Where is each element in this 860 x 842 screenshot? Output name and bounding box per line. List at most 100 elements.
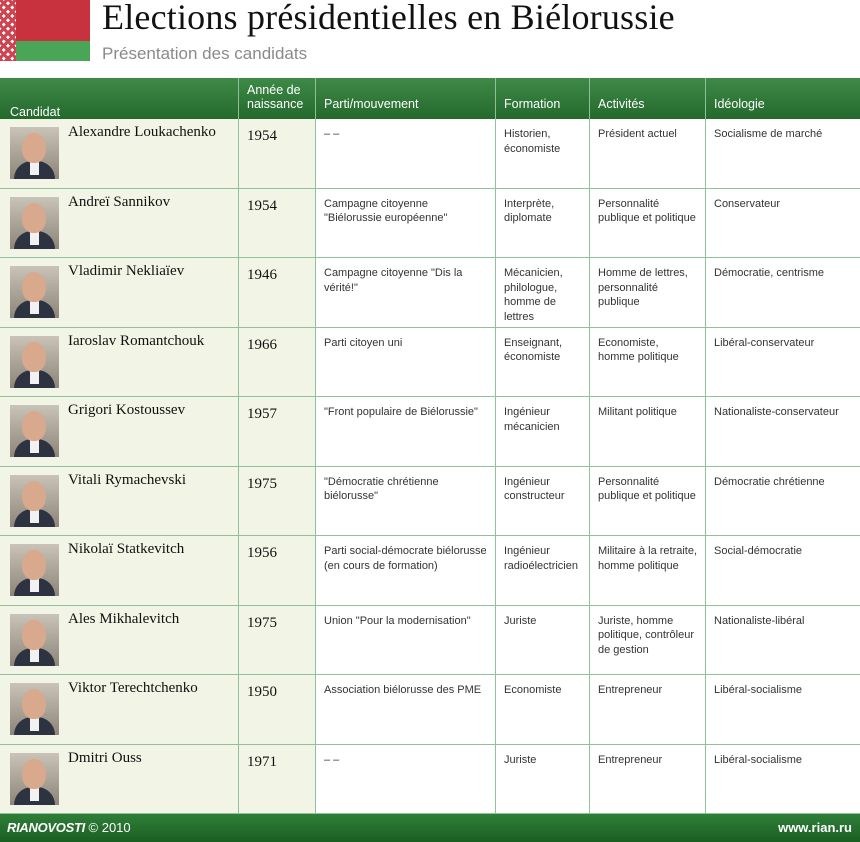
ideology-cell: Nationaliste-conservateur	[705, 397, 860, 466]
candidate-cell: Alexandre Loukachenko	[0, 119, 238, 188]
birth-year: 1954	[247, 128, 277, 144]
table-row: Iaroslav Romantchouk 1966 Parti citoyen un…	[0, 327, 860, 397]
ideology-cell: Libéral-socialisme	[705, 744, 860, 813]
candidate-cell: Nikolaï Statkevitch	[0, 536, 238, 605]
formation-cell: Ingénieur mécanicien	[495, 397, 589, 466]
birth-year-cell: 1966	[238, 327, 315, 396]
candidate-name: Grigori Kostoussev	[68, 402, 186, 418]
site-url: www.rian.ru	[778, 820, 852, 835]
candidate-cell: Iaroslav Romantchouk	[0, 327, 238, 396]
table-row: Grigori Kostoussev 1957 "Front populaire d…	[0, 397, 860, 467]
formation-cell: Historien, économiste	[495, 119, 589, 188]
party-cell: Association biélorusse des PME	[315, 675, 495, 744]
candidate-photo	[10, 335, 59, 388]
footer-brand: RIANOVOSTI © 2010	[7, 820, 131, 835]
candidate-cell: Viktor Terechtchenko	[0, 675, 238, 744]
ideology-cell: Libéral-conservateur	[705, 327, 860, 396]
ideology-cell: Social-démocratie	[705, 536, 860, 605]
candidate-cell: Grigori Kostoussev	[0, 397, 238, 466]
birth-year-cell: 1946	[238, 258, 315, 327]
birth-year: 1950	[247, 684, 277, 700]
belarus-flag-image	[0, 0, 90, 61]
activity-cell: Président actuel	[589, 119, 705, 188]
flag-ornament	[0, 0, 16, 61]
candidate-name: Dmitri Ouss	[68, 749, 142, 766]
candidate-cell: Dmitri Ouss	[0, 744, 238, 813]
candidate-name: Ales Mikhalevitch	[68, 610, 180, 627]
formation-cell: Economiste	[495, 675, 589, 744]
candidate-cell: Andreï Sannikov	[0, 188, 238, 257]
table-body: Alexandre Loukachenko 1954 – – Historien, é…	[0, 119, 860, 814]
birth-year: 1975	[247, 614, 277, 631]
birth-year: 1975	[247, 475, 277, 492]
birth-year-cell: 1954	[238, 119, 315, 188]
activity-cell: Economiste, homme politique	[589, 327, 705, 396]
formation-cell: Ingénieur constructeur	[495, 466, 589, 535]
birth-year: 1956	[247, 545, 277, 561]
candidate-photo	[10, 613, 59, 666]
table-header-row: Candidat Année de naissance Parti/mouvem…	[0, 78, 860, 119]
table-row: Nikolaï Statkevitch 1956 Parti social-démo…	[0, 536, 860, 606]
candidate-photo	[10, 683, 59, 735]
activity-cell: Personnalité publique et politique	[589, 188, 705, 257]
activity-cell: Homme de lettres, personnalité publique	[589, 258, 705, 327]
table-row: Alexandre Loukachenko 1954 – – Historien, é…	[0, 119, 860, 189]
party-cell: Parti citoyen uni	[315, 327, 495, 396]
candidate-name: Andreï Sannikov	[68, 193, 171, 210]
candidate-name: Iaroslav Romantchouk	[68, 332, 205, 349]
page-title: Elections présidentielles en Biélorussie	[102, 0, 675, 37]
ideology-cell: Démocratie chrétienne	[705, 466, 860, 535]
birth-year: 1954	[247, 197, 277, 214]
birth-year-cell: 1950	[238, 675, 315, 744]
formation-cell: Enseignant, économiste	[495, 327, 589, 396]
candidates-table: Candidat Année de naissance Parti/mouvem…	[0, 78, 860, 814]
formation-cell: Mécanicien, philologue, homme de lettres	[495, 258, 589, 327]
candidate-photo	[10, 474, 59, 527]
formation-cell: Interprète, diplomate	[495, 188, 589, 257]
party-cell: Campagne citoyenne "Biélorussie européen…	[315, 188, 495, 257]
candidate-photo	[10, 405, 59, 457]
candidate-cell: Ales Mikhalevitch	[0, 605, 238, 674]
column-header-activities: Activités	[589, 78, 705, 119]
party-cell: Campagne citoyenne "Dis la vérité!"	[315, 258, 495, 327]
ideology-cell: Démocratie, centrisme	[705, 258, 860, 327]
candidate-name: Nikolaï Statkevitch	[68, 541, 185, 557]
table-row: Vladimir Nekliaïev 1946 Campagne citoyenne…	[0, 258, 860, 328]
candidate-photo	[10, 127, 59, 179]
candidate-name: Viktor Terechtchenko	[68, 680, 198, 696]
candidate-cell: Vitali Rymachevski	[0, 466, 238, 535]
ideology-cell: Socialisme de marché	[705, 119, 860, 188]
party-cell: – –	[315, 119, 495, 188]
formation-cell: Juriste	[495, 605, 589, 674]
column-header-formation: Formation	[495, 78, 589, 119]
copyright-text: © 2010	[88, 820, 131, 835]
table-row: Viktor Terechtchenko 1950 Association biél…	[0, 675, 860, 745]
ideology-cell: Nationaliste-libéral	[705, 605, 860, 674]
birth-year: 1946	[247, 267, 277, 283]
activity-cell: Militaire à la retraite, homme politique	[589, 536, 705, 605]
column-header-candidate: Candidat	[10, 105, 61, 119]
activity-cell: Militant politique	[589, 397, 705, 466]
candidate-photo	[10, 266, 59, 318]
party-cell: Parti social-démocrate biélorusse (en co…	[315, 536, 495, 605]
formation-cell: Juriste	[495, 744, 589, 813]
birth-year-cell: 1956	[238, 536, 315, 605]
birth-year: 1971	[247, 753, 277, 770]
activity-cell: Entrepreneur	[589, 744, 705, 813]
ideology-cell: Conservateur	[705, 188, 860, 257]
candidate-name: Alexandre Loukachenko	[68, 124, 216, 140]
page-subtitle: Présentation des candidats	[102, 44, 308, 63]
candidate-photo	[10, 196, 59, 249]
ria-novosti-logo: RIANOVOSTI	[7, 820, 85, 835]
activity-cell: Juriste, homme politique, contrôleur de …	[589, 605, 705, 674]
candidate-cell: Vladimir Nekliaïev	[0, 258, 238, 327]
formation-cell: Ingénieur radioélectricien	[495, 536, 589, 605]
party-cell: Union "Pour la modernisation"	[315, 605, 495, 674]
birth-year-cell: 1957	[238, 397, 315, 466]
table-row: Ales Mikhalevitch 1975 Union "Pour la mode…	[0, 605, 860, 675]
table-row: Vitali Rymachevski 1975 "Démocratie chréti…	[0, 466, 860, 536]
birth-year: 1966	[247, 336, 277, 353]
column-header-birth-year: Année de naissance	[238, 78, 315, 119]
candidate-name: Vladimir Nekliaïev	[68, 263, 185, 279]
table-row: Andreï Sannikov 1954 Campagne citoyenne "B…	[0, 188, 860, 258]
